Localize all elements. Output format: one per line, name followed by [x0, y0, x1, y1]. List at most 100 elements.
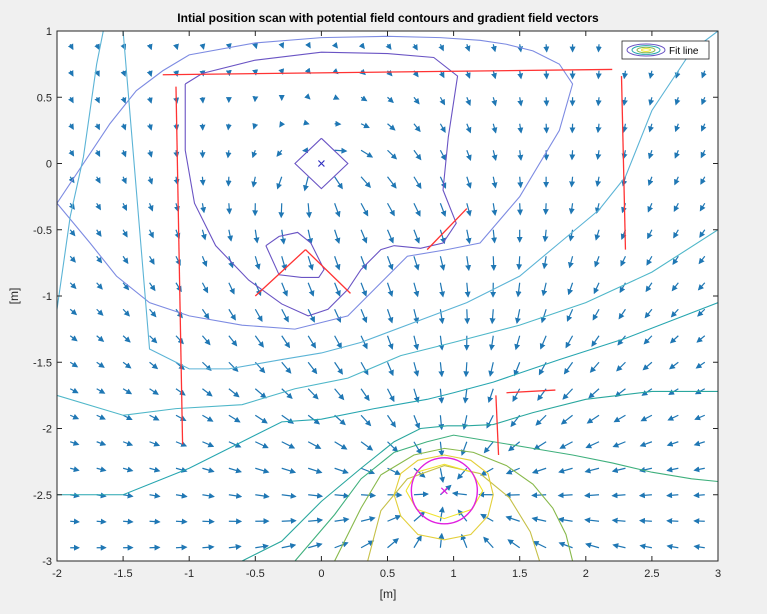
gradient-vector: [94, 176, 101, 184]
gradient-vector: [225, 150, 232, 159]
gradient-vector: [558, 467, 573, 474]
gradient-vector: [331, 42, 338, 49]
gradient-vector: [463, 362, 470, 378]
gradient-vector: [175, 544, 188, 551]
gradient-vector: [557, 492, 573, 499]
gradient-vector: [122, 229, 128, 238]
gradient-vector: [122, 335, 131, 343]
gradient-vector: [639, 543, 653, 550]
gradient-vector: [120, 97, 127, 104]
gradient-vector: [307, 388, 319, 400]
gradient-vector: [95, 202, 101, 211]
gradient-vector: [120, 123, 127, 131]
gradient-vector: [566, 309, 574, 322]
gradient-vector: [122, 466, 134, 473]
gradient-vector: [307, 467, 323, 474]
y-tick-label: -0.5: [33, 225, 52, 237]
gradient-vector: [200, 229, 207, 241]
gradient-vector: [95, 229, 102, 237]
gradient-vector: [386, 256, 394, 271]
gradient-vector: [438, 43, 444, 52]
gradient-vector: [639, 441, 653, 448]
gradient-vector: [122, 388, 133, 395]
gradient-vector: [254, 282, 262, 297]
gradient-vector: [201, 335, 211, 346]
gradient-vector: [387, 149, 398, 160]
gradient-vector: [699, 229, 706, 238]
gradient-vector: [413, 309, 420, 324]
gradient-vector: [517, 176, 524, 189]
gradient-vector: [70, 440, 80, 446]
x-tick-label: 1: [451, 568, 457, 580]
x-tick-label: -1: [184, 568, 194, 580]
gradient-vector: [569, 150, 576, 161]
gradient-vector: [358, 42, 365, 50]
gradient-vector: [514, 309, 521, 325]
gradient-vector: [228, 282, 235, 295]
gradient-vector: [413, 229, 420, 244]
y-tick-label: -1.5: [33, 357, 52, 369]
gradient-vector: [122, 308, 130, 317]
gradient-vector: [589, 361, 600, 373]
gradient-vector: [202, 441, 215, 448]
gradient-vector: [202, 544, 215, 551]
fit-line-4: [305, 249, 351, 294]
contour-line-7: [57, 302, 718, 496]
gradient-vector: [307, 335, 317, 349]
plot-area: [57, 31, 718, 561]
gradient-vector: [360, 282, 368, 297]
gradient-vector: [671, 282, 679, 292]
gradient-vector: [149, 518, 161, 525]
gradient-vector: [147, 123, 153, 131]
gradient-vector: [386, 362, 394, 377]
gradient-vector: [542, 229, 549, 243]
gradient-vector: [517, 203, 524, 216]
gradient-vector: [697, 308, 706, 317]
gradient-vector: [304, 93, 311, 100]
y-tick-label: 0.5: [37, 92, 52, 104]
gradient-vector: [225, 123, 232, 131]
gradient-vector: [360, 229, 368, 244]
gradient-vector: [439, 176, 447, 189]
gradient-vector: [488, 335, 495, 351]
gradient-vector: [228, 543, 242, 550]
gradient-vector: [278, 203, 285, 219]
gradient-vector: [413, 149, 422, 161]
gradient-vector: [68, 149, 75, 157]
gradient-vector: [334, 256, 341, 271]
gradient-vector: [413, 491, 429, 498]
contour-line-3: [57, 35, 574, 251]
gradient-vector: [465, 123, 472, 134]
gradient-vector: [439, 123, 446, 133]
gradient-vector: [226, 203, 233, 215]
gradient-vector: [253, 229, 260, 244]
gradient-vector: [254, 308, 263, 322]
x-tick-label: 1.5: [512, 568, 527, 580]
gradient-vector: [412, 43, 418, 51]
gradient-vector: [360, 335, 368, 350]
gradient-vector: [611, 517, 626, 524]
gradient-vector: [281, 388, 293, 400]
gradient-vector: [360, 256, 368, 271]
gradient-vector: [460, 441, 468, 456]
y-ticks: 1 0.5 0 -0.5 -1 -1.5 -2 -2.5 -3: [33, 26, 718, 568]
gradient-vector: [531, 467, 547, 474]
gradient-vector: [96, 282, 103, 290]
gradient-vector: [512, 388, 521, 402]
gradient-vector: [620, 255, 627, 267]
gradient-vector: [360, 516, 376, 522]
gradient-vector: [70, 518, 80, 525]
contour-line-5: [57, 31, 718, 370]
gradient-vector: [94, 149, 101, 158]
gradient-vector: [666, 543, 679, 550]
gradient-vector: [491, 150, 498, 162]
gradient-vector: [439, 96, 446, 106]
gradient-vector: [622, 70, 628, 80]
gradient-vector: [96, 466, 107, 473]
gradient-vector: [490, 256, 497, 271]
gradient-vector: [568, 203, 575, 215]
gradient-vector: [488, 362, 495, 377]
gradient-vector: [515, 282, 522, 298]
gradient-vector: [666, 440, 679, 447]
gradient-vector: [280, 229, 287, 245]
